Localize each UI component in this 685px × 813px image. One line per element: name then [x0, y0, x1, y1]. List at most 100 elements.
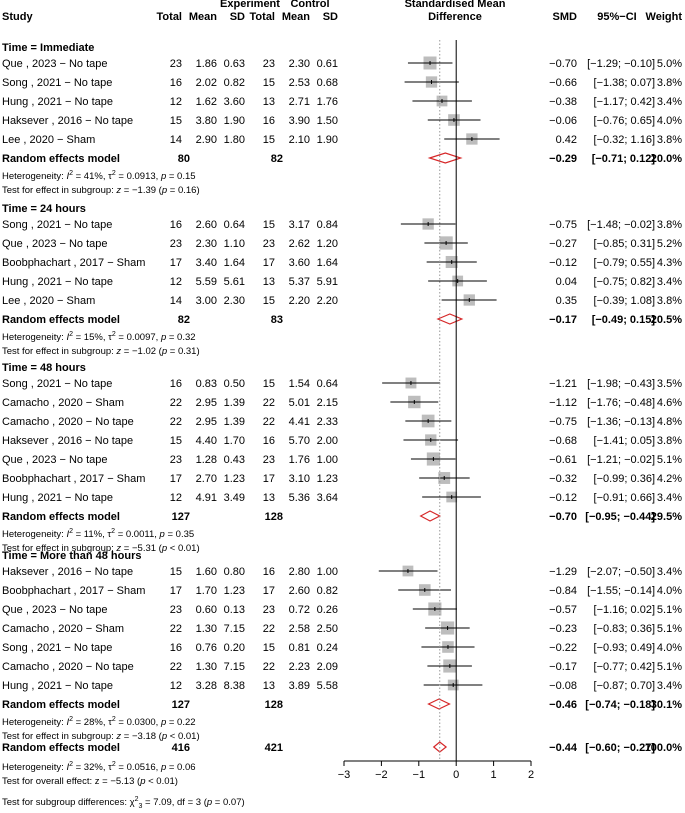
- exp-mean: 2.60: [195, 219, 217, 231]
- weight-value: 3.4%: [656, 680, 682, 692]
- ctrl-mean: 1.76: [288, 454, 310, 466]
- study-label: Boobphachart , 2017 − Sham: [2, 585, 146, 597]
- header-c-sd: SD: [322, 11, 338, 23]
- smd-value: −0.84: [549, 585, 577, 597]
- exp-sd: 1.23: [223, 585, 245, 597]
- ctrl-mean: 3.17: [288, 219, 310, 231]
- exp-total: 17: [169, 585, 182, 597]
- pooled-weight: 30.1%: [650, 699, 682, 711]
- exp-sd: 1.64: [223, 257, 245, 269]
- exp-mean: 3.40: [195, 257, 217, 269]
- ctrl-mean: 2.53: [288, 77, 310, 89]
- ctrl-total: 15: [262, 642, 275, 654]
- ctrl-sd: 0.24: [316, 642, 338, 654]
- ctrl-mean: 2.30: [288, 58, 310, 70]
- ci-value: [−1.48; −0.02]: [587, 219, 655, 231]
- exp-mean: 1.60: [195, 566, 217, 578]
- ctrl-sd: 1.90: [316, 134, 338, 146]
- ctrl-mean: 3.10: [288, 473, 310, 485]
- smd-value: −0.38: [549, 96, 577, 108]
- ctrl-sd: 1.00: [316, 566, 338, 578]
- study-label: Song , 2021 − No tape: [2, 219, 113, 231]
- overall-diamond: [432, 741, 448, 753]
- ctrl-sd: 1.23: [316, 473, 338, 485]
- ctrl-total: 16: [262, 115, 275, 127]
- header-c-total: Total: [249, 11, 275, 23]
- ctrl-mean: 5.01: [288, 397, 310, 409]
- x-axis-tick-label: −3: [337, 769, 351, 781]
- smd-value: −0.66: [549, 77, 577, 89]
- overall-smd: −0.44: [549, 742, 577, 754]
- exp-total: 16: [169, 219, 182, 231]
- ctrl-sd: 5.91: [316, 276, 338, 288]
- ci-value: [−2.07; −0.50]: [587, 566, 655, 578]
- ci-value: [−0.93; 0.49]: [593, 642, 655, 654]
- ctrl-sd: 0.61: [316, 58, 338, 70]
- ctrl-sd: 2.20: [316, 295, 338, 307]
- study-label: Hung , 2021 − No tape: [2, 96, 113, 108]
- exp-mean: 1.62: [195, 96, 217, 108]
- exp-mean: 3.00: [195, 295, 217, 307]
- weight-value: 3.4%: [656, 566, 682, 578]
- ctrl-sd: 0.26: [316, 604, 338, 616]
- weight-value: 4.0%: [656, 642, 682, 654]
- ctrl-total: 17: [262, 585, 275, 597]
- x-axis-tick-label: −2: [375, 769, 388, 781]
- ci-value: [−0.39; 1.08]: [593, 295, 655, 307]
- ctrl-mean: 2.23: [288, 661, 310, 673]
- overall-exp-total: 416: [171, 742, 190, 754]
- exp-total: 12: [169, 492, 182, 504]
- x-axis-tick-label: 2: [527, 769, 535, 781]
- weight-value: 3.4%: [656, 276, 682, 288]
- weight-value: 4.0%: [656, 115, 682, 127]
- exp-sd: 3.49: [223, 492, 245, 504]
- weight-value: 5.0%: [656, 58, 682, 70]
- exp-mean: 5.59: [195, 276, 217, 288]
- pooled-label: Random effects model: [2, 153, 120, 165]
- exp-mean: 2.95: [195, 397, 217, 409]
- exp-mean: 3.28: [195, 680, 217, 692]
- ctrl-sd: 2.50: [316, 623, 338, 635]
- exp-total: 15: [169, 435, 182, 447]
- weight-value: 5.1%: [656, 623, 682, 635]
- exp-mean: 2.70: [195, 473, 217, 485]
- study-label: Que , 2023 − No tape: [2, 454, 108, 466]
- smd-value: −0.75: [549, 416, 577, 428]
- ctrl-mean: 2.20: [288, 295, 310, 307]
- ctrl-sd: 1.76: [316, 96, 338, 108]
- smd-value: −0.17: [549, 661, 577, 673]
- heterogeneity-text: Heterogeneity: I2 = 41%, τ2 = 0.0913, p …: [2, 170, 196, 183]
- subgroup-title: Time = Immediate: [2, 42, 95, 54]
- header-smd-line2: Difference: [428, 11, 482, 23]
- study-label: Song , 2021 − No tape: [2, 642, 113, 654]
- ctrl-mean: 2.10: [288, 134, 310, 146]
- overall-label: Random effects model: [2, 742, 120, 754]
- pooled-exp-total: 80: [177, 153, 190, 165]
- study-label: Camacho , 2020 − No tape: [2, 416, 134, 428]
- exp-sd: 0.82: [223, 77, 245, 89]
- exp-sd: 0.20: [223, 642, 245, 654]
- pooled-exp-total: 127: [171, 699, 190, 711]
- ctrl-sd: 2.09: [316, 661, 338, 673]
- pooled-smd: −0.29: [549, 153, 577, 165]
- ctrl-total: 17: [262, 257, 275, 269]
- x-axis-tick-label: −1: [412, 769, 426, 781]
- exp-sd: 0.13: [223, 604, 245, 616]
- header-study: Study: [2, 11, 33, 23]
- ctrl-mean: 3.89: [288, 680, 310, 692]
- study-label: Que , 2023 − No tape: [2, 238, 108, 250]
- weight-value: 4.2%: [656, 473, 682, 485]
- ctrl-total: 23: [262, 58, 275, 70]
- smd-value: −0.70: [549, 58, 577, 70]
- exp-mean: 1.28: [195, 454, 217, 466]
- exp-mean: 1.30: [195, 623, 217, 635]
- weight-value: 3.4%: [656, 96, 682, 108]
- header-experiment: Experiment: [220, 0, 280, 10]
- header-smd: SMD: [552, 11, 577, 23]
- ctrl-mean: 2.60: [288, 585, 310, 597]
- ctrl-mean: 4.41: [288, 416, 310, 428]
- weight-value: 4.6%: [656, 397, 682, 409]
- study-label: Hung , 2021 − No tape: [2, 492, 113, 504]
- subgroup-title: Time = 24 hours: [2, 203, 86, 215]
- ci-value: [−0.32; 1.16]: [593, 134, 655, 146]
